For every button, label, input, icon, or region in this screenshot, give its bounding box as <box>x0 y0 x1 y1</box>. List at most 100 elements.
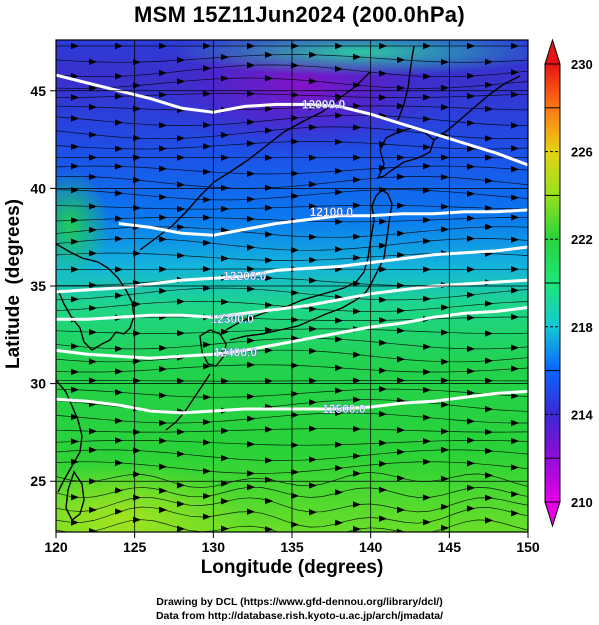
wind-arrow <box>397 307 405 314</box>
wind-arrow <box>115 437 123 444</box>
wind-arrow <box>177 330 185 337</box>
wind-arrow <box>353 254 361 262</box>
wind-arrow <box>335 489 343 496</box>
wind-arrow <box>467 145 475 153</box>
x-axis-label: Longitude (degrees) <box>200 557 384 578</box>
wind-arrow <box>485 300 493 307</box>
wind-arrow <box>485 330 493 337</box>
wind-arrow <box>397 506 405 514</box>
wind-arrow <box>511 392 519 400</box>
wind-arrow <box>247 244 255 251</box>
wind-arrow <box>159 419 167 427</box>
wind-arrow <box>89 154 97 161</box>
wind-arrow <box>423 386 431 394</box>
x-tick-label: 120 <box>44 539 68 555</box>
wind-arrow <box>309 233 317 241</box>
wind-arrow <box>265 426 273 433</box>
wind-arrow <box>529 378 537 384</box>
wind-arrow <box>335 218 343 225</box>
wind-arrow <box>379 385 387 393</box>
wind-arrow <box>71 438 79 445</box>
wind-arrow <box>221 525 229 532</box>
wind-arrow <box>247 118 255 126</box>
wind-arrow <box>221 427 229 434</box>
wind-arrow <box>71 386 79 393</box>
wind-arrow <box>397 102 405 110</box>
wind-arrow <box>379 317 387 324</box>
wind-arrow <box>71 413 79 421</box>
wind-arrow <box>485 135 493 142</box>
honshu-east-coast <box>371 189 393 283</box>
wind-arrow <box>423 295 431 303</box>
honshu-north-coast <box>363 189 383 273</box>
wind-arrow <box>529 224 537 230</box>
wind-arrow <box>485 154 493 161</box>
wind-arrow <box>291 411 299 419</box>
wind-arrow <box>485 58 493 66</box>
wind-arrow <box>397 448 405 456</box>
wind-arrow <box>115 389 123 396</box>
wind-arrow <box>221 53 229 61</box>
wind-arrow <box>203 513 211 520</box>
wind-arrow <box>309 203 317 210</box>
wind-arrow <box>529 298 537 304</box>
wind-arrow <box>529 528 537 534</box>
wind-arrow <box>485 105 493 113</box>
wind-arrow <box>247 285 255 293</box>
wind-arrow <box>309 377 317 385</box>
wind-arrow <box>115 487 123 494</box>
wind-arrow <box>397 356 405 363</box>
wind-arrow <box>353 525 361 532</box>
wind-arrow <box>265 204 273 212</box>
wind-arrow <box>177 377 185 385</box>
wind-arrow <box>511 166 519 173</box>
wind-arrow <box>265 326 273 334</box>
wind-arrow <box>529 429 537 435</box>
korea-coast <box>56 243 135 351</box>
wind-arrow <box>89 131 97 139</box>
wind-arrow <box>309 305 317 313</box>
wind-arrow <box>89 282 97 289</box>
wind-arrow <box>159 365 167 373</box>
credit-drawing: Drawing by DCL (https://www.gfd-dennou.o… <box>156 596 443 608</box>
wind-arrow <box>159 287 167 295</box>
wind-arrow <box>71 295 79 303</box>
wind-arrow <box>203 394 211 401</box>
wind-arrow <box>441 503 449 511</box>
wind-arrow <box>265 51 273 59</box>
wind-arrow <box>467 235 475 242</box>
wind-arrow <box>379 94 387 101</box>
wind-arrow <box>529 276 537 282</box>
wind-arrow <box>309 51 317 59</box>
wind-arrow <box>177 205 185 213</box>
wind-arrow <box>159 392 167 399</box>
wind-arrow <box>115 292 123 299</box>
wind-arrow <box>115 508 123 515</box>
wind-arrow <box>485 405 493 413</box>
wind-arrow <box>467 368 475 375</box>
wind-arrow <box>291 468 299 476</box>
wind-arrow <box>441 475 449 483</box>
wind-arrow <box>309 277 317 284</box>
wind-arrow <box>423 266 431 273</box>
wind-arrow <box>177 500 185 508</box>
wind-arrow <box>71 217 79 224</box>
wind-arrow <box>485 494 493 502</box>
wind-arrow <box>467 215 475 222</box>
wind-arrow <box>89 103 97 111</box>
wind-arrow <box>379 439 387 447</box>
wind-arrow <box>203 363 211 370</box>
wind-arrow <box>177 56 185 64</box>
wind-arrow <box>511 510 519 517</box>
wind-arrow <box>511 91 519 98</box>
y-tick-label: 35 <box>30 278 46 294</box>
wind-arrow <box>159 91 167 98</box>
wind-arrow <box>159 165 167 172</box>
x-tick-label: 135 <box>280 539 304 555</box>
wind-arrow <box>397 282 405 289</box>
wind-arrow <box>159 122 167 129</box>
wind-arrow <box>203 239 211 247</box>
wind-arrow <box>115 459 123 467</box>
wind-arrow <box>485 428 493 436</box>
wind-arrow <box>247 415 255 422</box>
